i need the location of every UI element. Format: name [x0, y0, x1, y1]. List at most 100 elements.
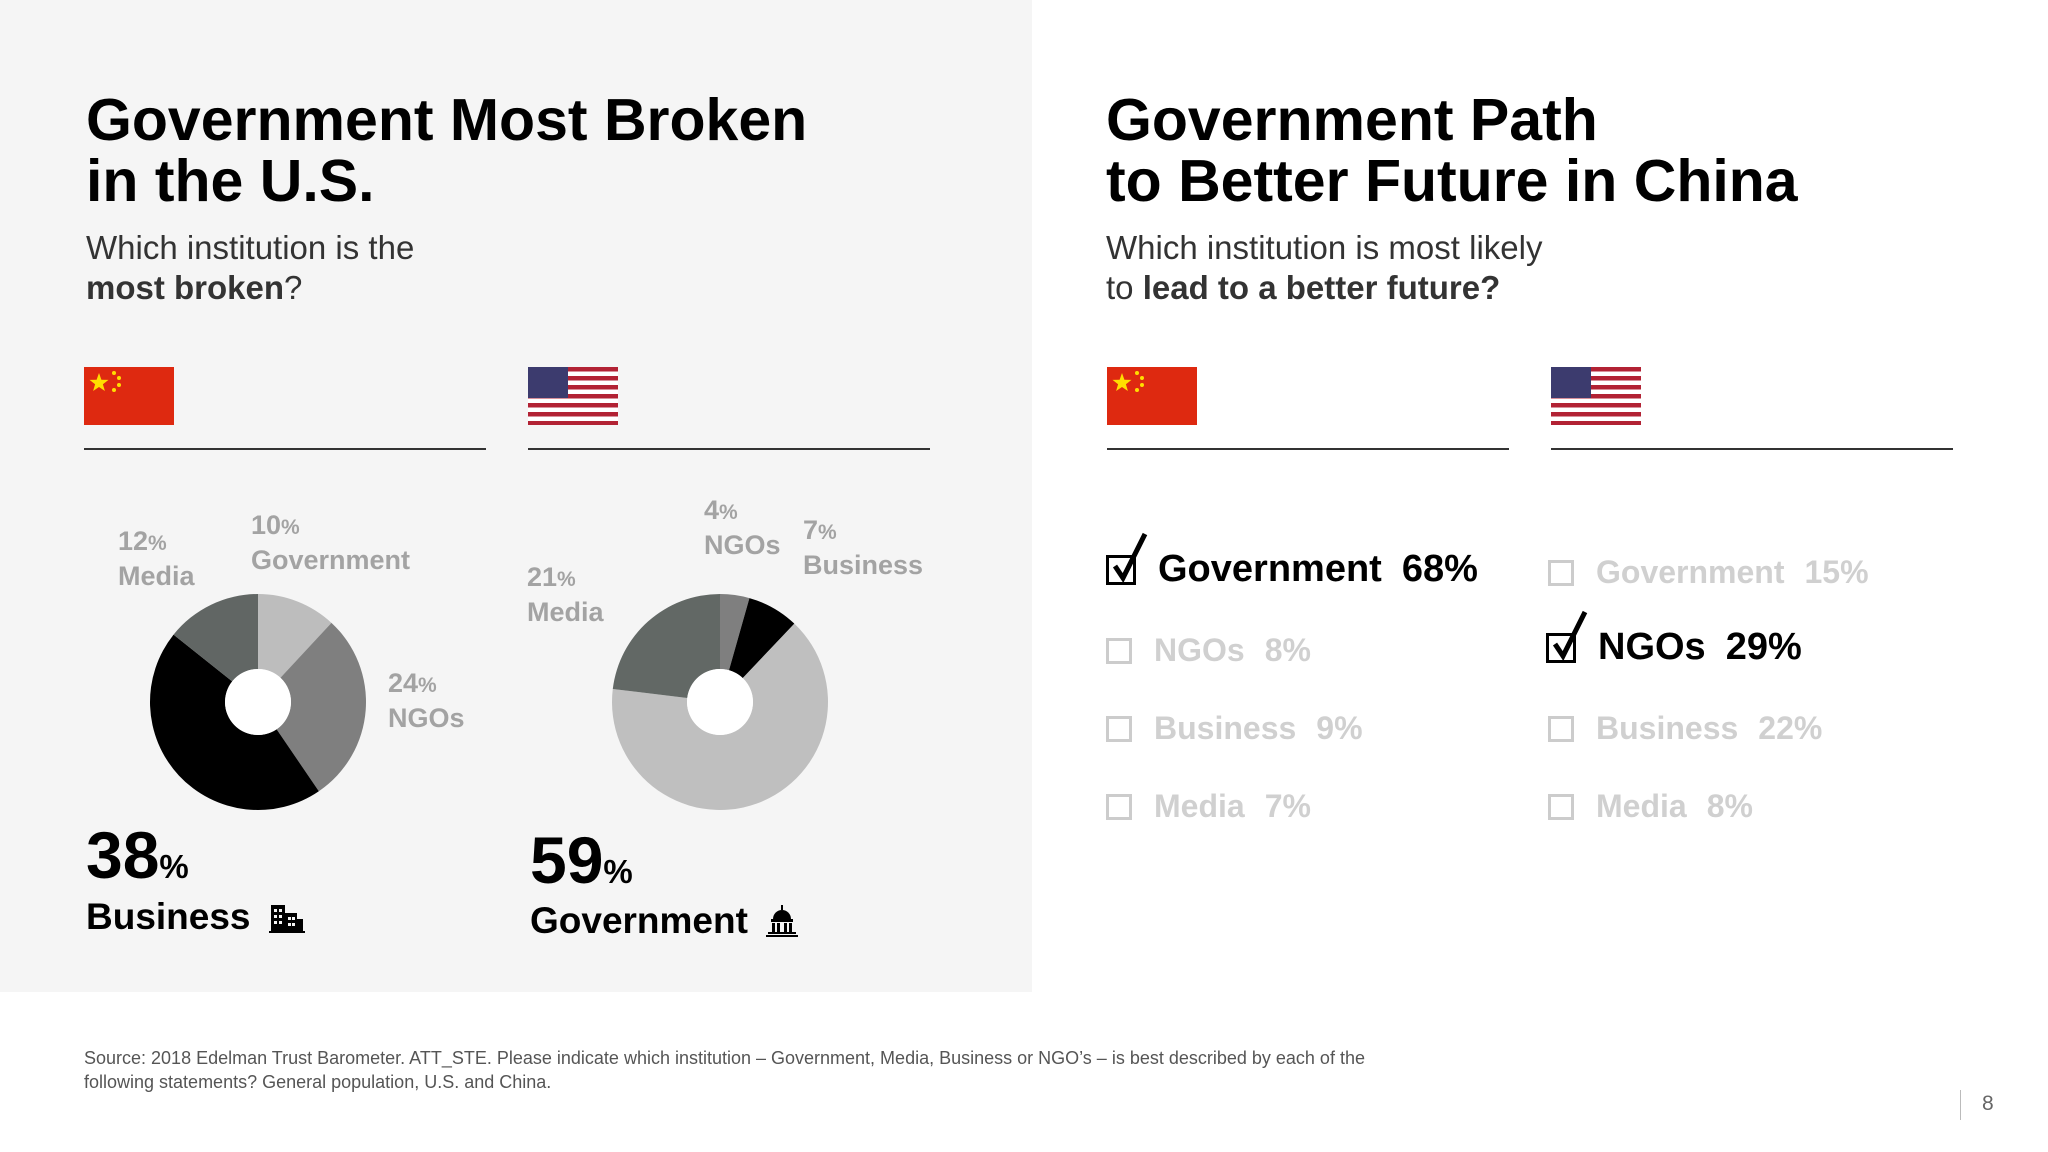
us-flag-icon — [1551, 367, 1641, 425]
donut-hole — [687, 669, 753, 735]
china-media-label: 12% Media — [118, 525, 195, 593]
checked-checkbox — [1546, 610, 1588, 663]
item-label: Government — [1596, 554, 1785, 590]
donut-slice-ngos — [720, 594, 750, 671]
china-highlight-label: Business — [86, 896, 305, 938]
checkbox — [1548, 559, 1574, 586]
right-title: Government Path to Better Future in Chin… — [1106, 90, 1798, 212]
china-broken-donut-chart — [149, 594, 366, 810]
right-title-line1: Government Path — [1106, 87, 1598, 153]
checkbox — [1548, 793, 1574, 820]
item-label: NGOs — [1598, 626, 1706, 668]
us-highlight-percent: 59% — [530, 825, 633, 907]
item-value: 15% — [1804, 554, 1869, 590]
china-future-item-ngos: NGOs 8% — [1106, 632, 1311, 669]
percent-sign: % — [148, 532, 167, 555]
item-label: Business — [1596, 710, 1739, 746]
percent-sign: % — [818, 521, 837, 544]
left-title: Government Most Broken in the U.S. — [86, 90, 807, 212]
china-government-value: 10 — [251, 510, 282, 540]
footnote-line2: following statements? General population… — [84, 1072, 552, 1092]
us-highlight-value: 59 — [530, 823, 604, 897]
us-rule-left — [528, 448, 930, 450]
china-media-name: Media — [118, 561, 195, 591]
us-ngos-name: NGOs — [704, 530, 781, 560]
us-business-value: 7 — [803, 515, 819, 545]
item-value: 29% — [1725, 626, 1802, 668]
item-value: 68% — [1401, 548, 1478, 590]
donut-slice-media — [612, 594, 720, 699]
checkbox — [1548, 715, 1574, 742]
china-highlight-name: Business — [86, 896, 251, 937]
donut-slice-business — [149, 634, 319, 810]
item-label: Media — [1154, 788, 1245, 824]
capitol-building-icon — [765, 905, 798, 937]
china-ngos-name: NGOs — [388, 703, 465, 733]
us-ngos-label: 4% NGOs — [704, 494, 781, 562]
item-label: NGOs — [1154, 632, 1245, 668]
donut-hole — [225, 669, 291, 735]
percent-sign: % — [159, 848, 189, 885]
us-highlight-label: Government — [530, 900, 798, 942]
us-business-name: Business — [803, 550, 924, 580]
left-subtitle: Which institution is the most broken? — [86, 228, 414, 308]
us-future-item-ngos: NGOs 29% — [1546, 610, 1802, 669]
us-rule-right — [1551, 448, 1953, 450]
left-subtitle-line1: Which institution is the — [86, 229, 415, 266]
us-future-item-business: Business 22% — [1548, 710, 1822, 747]
footnote-line1: Source: 2018 Edelman Trust Barometer. AT… — [84, 1048, 1365, 1068]
office-building-icon — [268, 905, 305, 933]
page-number: 8 — [1982, 1092, 1994, 1115]
item-value: 7% — [1264, 788, 1311, 824]
item-label: Media — [1596, 788, 1687, 824]
percent-sign: % — [281, 516, 300, 539]
us-highlight-name: Government — [530, 900, 748, 941]
china-ngos-value: 24 — [388, 668, 419, 698]
us-media-value: 21 — [527, 562, 558, 592]
checked-checkbox — [1106, 532, 1148, 585]
percent-sign: % — [557, 568, 576, 591]
source-footnote: Source: 2018 Edelman Trust Barometer. AT… — [84, 1046, 1484, 1094]
donut-slice-government — [258, 594, 332, 678]
china-future-item-government: Government 68% — [1106, 532, 1478, 591]
checkmark-icon — [1553, 610, 1588, 660]
item-label: Business — [1154, 710, 1297, 746]
item-value: 8% — [1264, 632, 1311, 668]
donut-slice-business — [728, 598, 795, 679]
us-media-label: 21% Media — [527, 561, 604, 629]
left-subtitle-end: ? — [284, 269, 303, 306]
left-title-line2: in the U.S. — [86, 148, 375, 214]
china-future-item-media: Media 7% — [1106, 788, 1311, 825]
china-future-item-business: Business 9% — [1106, 710, 1363, 747]
left-panel — [0, 0, 1032, 992]
donut-slice-media — [173, 594, 258, 682]
china-flag-icon — [1107, 367, 1197, 425]
page-number-divider — [1960, 1090, 1961, 1120]
us-ngos-value: 4 — [704, 495, 720, 525]
item-value: 9% — [1316, 710, 1363, 746]
right-subtitle: Which institution is most likely to lead… — [1106, 228, 1542, 308]
left-title-line1: Government Most Broken — [86, 87, 808, 153]
us-future-item-media: Media 8% — [1548, 788, 1753, 825]
right-subtitle-line1: Which institution is most likely — [1106, 229, 1543, 266]
china-highlight-value: 38 — [86, 818, 160, 892]
percent-sign: % — [418, 674, 437, 697]
checkbox — [1106, 637, 1132, 664]
checkbox — [1106, 715, 1132, 742]
us-future-item-government: Government 15% — [1548, 554, 1869, 591]
item-label: Government — [1158, 548, 1382, 590]
donut-slice-government — [612, 623, 828, 810]
china-government-name: Government — [251, 545, 411, 575]
right-title-line2: to Better Future in China — [1106, 148, 1798, 214]
percent-sign: % — [719, 501, 738, 524]
china-ngos-label: 24% NGOs — [388, 667, 465, 735]
left-subtitle-bold: most broken — [86, 269, 285, 306]
china-highlight-percent: 38% — [86, 820, 189, 902]
right-subtitle-bold: lead to a better future? — [1142, 269, 1501, 306]
us-media-name: Media — [527, 597, 604, 627]
checkmark-icon — [1113, 532, 1148, 582]
donut-slice-ngos — [276, 622, 366, 792]
item-value: 22% — [1758, 710, 1823, 746]
checkbox — [1106, 793, 1132, 820]
us-broken-donut-chart — [612, 594, 828, 810]
